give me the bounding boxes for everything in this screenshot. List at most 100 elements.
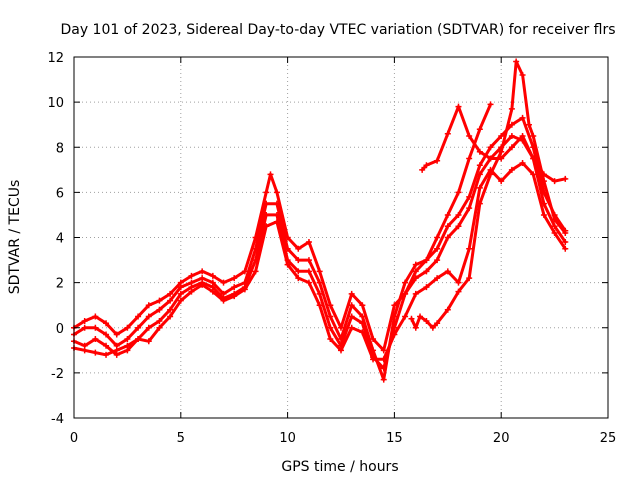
x-tick-label: 15 — [386, 431, 403, 446]
data-point — [498, 178, 505, 185]
data-point — [508, 121, 515, 128]
y-tick-label: -4 — [51, 412, 64, 427]
y-axis-label: SDTVAR / TECUs — [7, 180, 23, 295]
data-point — [508, 132, 515, 139]
data-point — [551, 229, 558, 236]
data-point — [476, 200, 483, 207]
data-point — [434, 245, 441, 252]
data-point — [135, 313, 142, 320]
data-point — [508, 166, 515, 173]
tick-layer: 0 5 10 15 20 25 -4 -2 0 2 4 6 8 10 12 — [47, 51, 616, 446]
data-point — [530, 171, 537, 178]
data-point — [124, 336, 131, 343]
data-point — [476, 171, 483, 178]
data-point — [145, 324, 152, 331]
data-point — [370, 356, 377, 363]
data-point — [412, 290, 419, 297]
data-point — [525, 121, 532, 128]
data-point — [263, 223, 270, 230]
x-tick-label: 0 — [70, 431, 78, 446]
data-point — [402, 279, 409, 286]
data-point — [444, 268, 451, 275]
y-tick-label: 12 — [47, 51, 64, 66]
x-axis-label: GPS time / hours — [281, 459, 398, 475]
data-point — [177, 297, 184, 304]
data-point — [135, 336, 142, 343]
x-tick-label: 10 — [279, 431, 296, 446]
data-point — [177, 284, 184, 291]
data-point — [103, 331, 110, 338]
data-point — [419, 166, 426, 173]
y-tick-label: 8 — [56, 141, 64, 156]
data-point — [429, 324, 436, 331]
data-point — [359, 302, 366, 309]
data-point — [540, 178, 547, 185]
data-point — [220, 279, 227, 286]
data-point — [135, 324, 142, 331]
data-point — [423, 317, 430, 324]
data-point — [423, 257, 430, 264]
data-point — [145, 313, 152, 320]
y-tick-label: 6 — [56, 186, 64, 201]
data-point — [348, 302, 355, 309]
data-point — [434, 234, 441, 241]
data-point — [167, 290, 174, 297]
data-point — [92, 313, 99, 320]
data-point — [487, 171, 494, 178]
data-point — [316, 279, 323, 286]
data-point — [284, 261, 291, 268]
data-point — [103, 320, 110, 327]
data-point — [498, 132, 505, 139]
data-point — [273, 189, 280, 196]
data-point — [508, 144, 515, 151]
y-tick-label: 2 — [56, 277, 64, 292]
data-point — [305, 239, 312, 246]
data-point — [466, 275, 473, 282]
data-point — [263, 200, 270, 207]
data-point — [92, 349, 99, 356]
data-point — [434, 157, 441, 164]
data-point — [81, 347, 88, 354]
data-point — [455, 288, 462, 295]
data-point — [188, 272, 195, 279]
data-point — [295, 245, 302, 252]
data-point — [519, 137, 526, 144]
data-point — [348, 290, 355, 297]
x-tick-label: 5 — [177, 431, 185, 446]
data-point — [466, 155, 473, 162]
data-layer — [71, 58, 569, 383]
data-point — [167, 313, 174, 320]
data-point — [359, 320, 366, 327]
data-point — [391, 331, 398, 338]
chart-title: Day 101 of 2023, Sidereal Day-to-day VTE… — [60, 22, 615, 38]
data-point — [156, 317, 163, 324]
data-point — [412, 324, 419, 331]
data-point — [209, 272, 216, 279]
data-point — [316, 290, 323, 297]
data-point — [81, 324, 88, 331]
data-point — [380, 376, 387, 383]
data-point — [444, 306, 451, 313]
data-point — [124, 324, 131, 331]
data-point — [444, 211, 451, 218]
data-point — [444, 223, 451, 230]
data-point — [487, 155, 494, 162]
data-point — [231, 275, 238, 282]
data-point — [295, 275, 302, 282]
data-point — [327, 324, 334, 331]
data-point — [519, 160, 526, 167]
data-point — [423, 268, 430, 275]
data-point — [408, 315, 415, 322]
data-point — [348, 324, 355, 331]
data-point — [231, 284, 238, 291]
data-point — [551, 216, 558, 223]
data-point — [348, 313, 355, 320]
data-point — [113, 347, 120, 354]
data-point — [145, 302, 152, 309]
data-point — [402, 313, 409, 320]
data-point — [412, 275, 419, 282]
data-point — [466, 193, 473, 200]
data-point — [273, 211, 280, 218]
data-point — [305, 279, 312, 286]
